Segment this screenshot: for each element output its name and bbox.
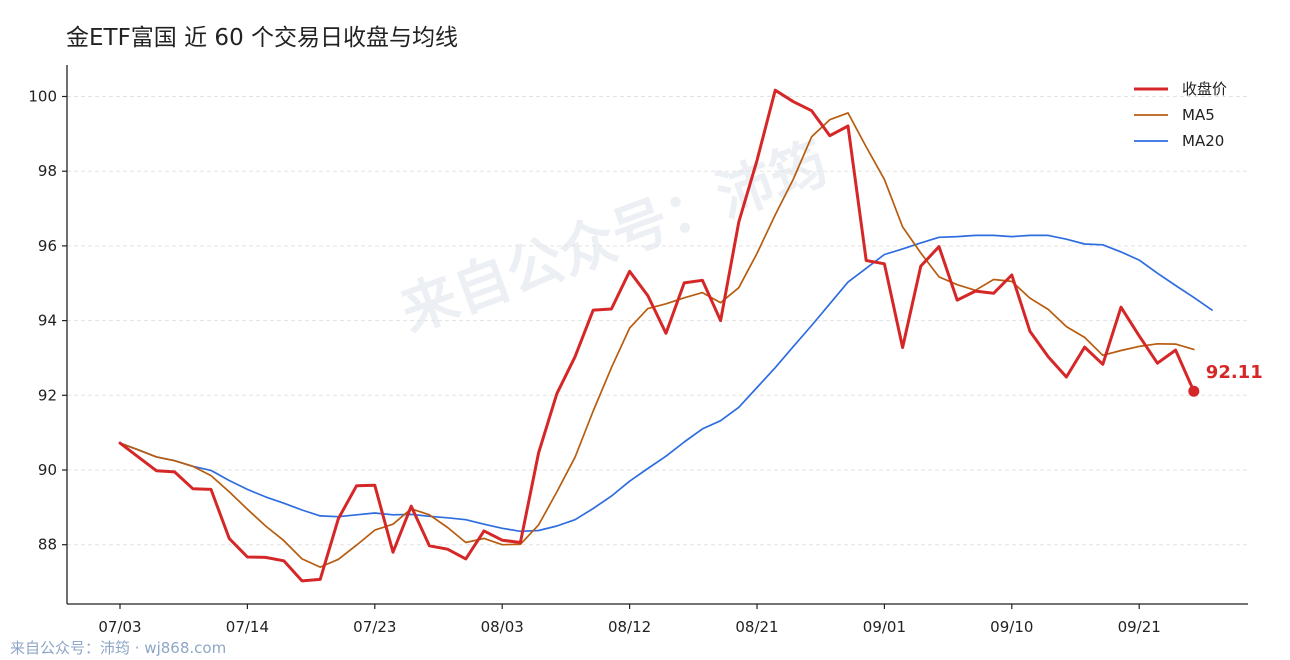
axes-layer: 88 90 92 94 96 98 100 07/03 07/14 07/23 08/03 08/12… [28,65,1248,636]
y-tick-label: 94 [38,312,57,330]
legend-label-ma5: MA5 [1182,106,1215,124]
x-tick-label: 07/14 [226,618,269,636]
series-layer: 92.11 [118,88,1263,583]
x-tick-label: 09/21 [1118,618,1161,636]
y-tick-label: 92 [38,386,57,404]
legend-label-ma20: MA20 [1182,132,1224,150]
y-tick-label: 96 [38,237,57,255]
last-close-label: 92.11 [1206,362,1263,383]
footer-credit: 来自公众号：沛筠 · wj868.com [10,639,227,657]
series-line-ma20 [119,234,1213,533]
y-tick-label: 90 [38,461,57,479]
x-tick-label: 09/01 [863,618,906,636]
y-tick-label: 98 [38,162,57,180]
x-tick-label: 08/21 [735,618,778,636]
series-line-close [118,88,1196,583]
last-close-point [1188,385,1200,397]
legend: 收盘价 MA5 MA20 [1134,80,1227,150]
x-tick-label: 08/12 [608,618,651,636]
grid-layer [67,96,1248,546]
x-tick-label: 08/03 [481,618,524,636]
x-tick-label: 07/03 [98,618,141,636]
legend-label-close: 收盘价 [1182,80,1227,98]
x-tick-label: 09/10 [990,618,1033,636]
y-tick-label: 88 [38,536,57,554]
y-tick-label: 100 [28,88,57,106]
watermark-text: 来自公众号：沛筠 [393,131,836,345]
x-tick-label: 07/23 [353,618,396,636]
chart-title: 金ETF富国 近 60 个交易日收盘与均线 [66,25,459,51]
series-line-ma5 [119,112,1195,568]
